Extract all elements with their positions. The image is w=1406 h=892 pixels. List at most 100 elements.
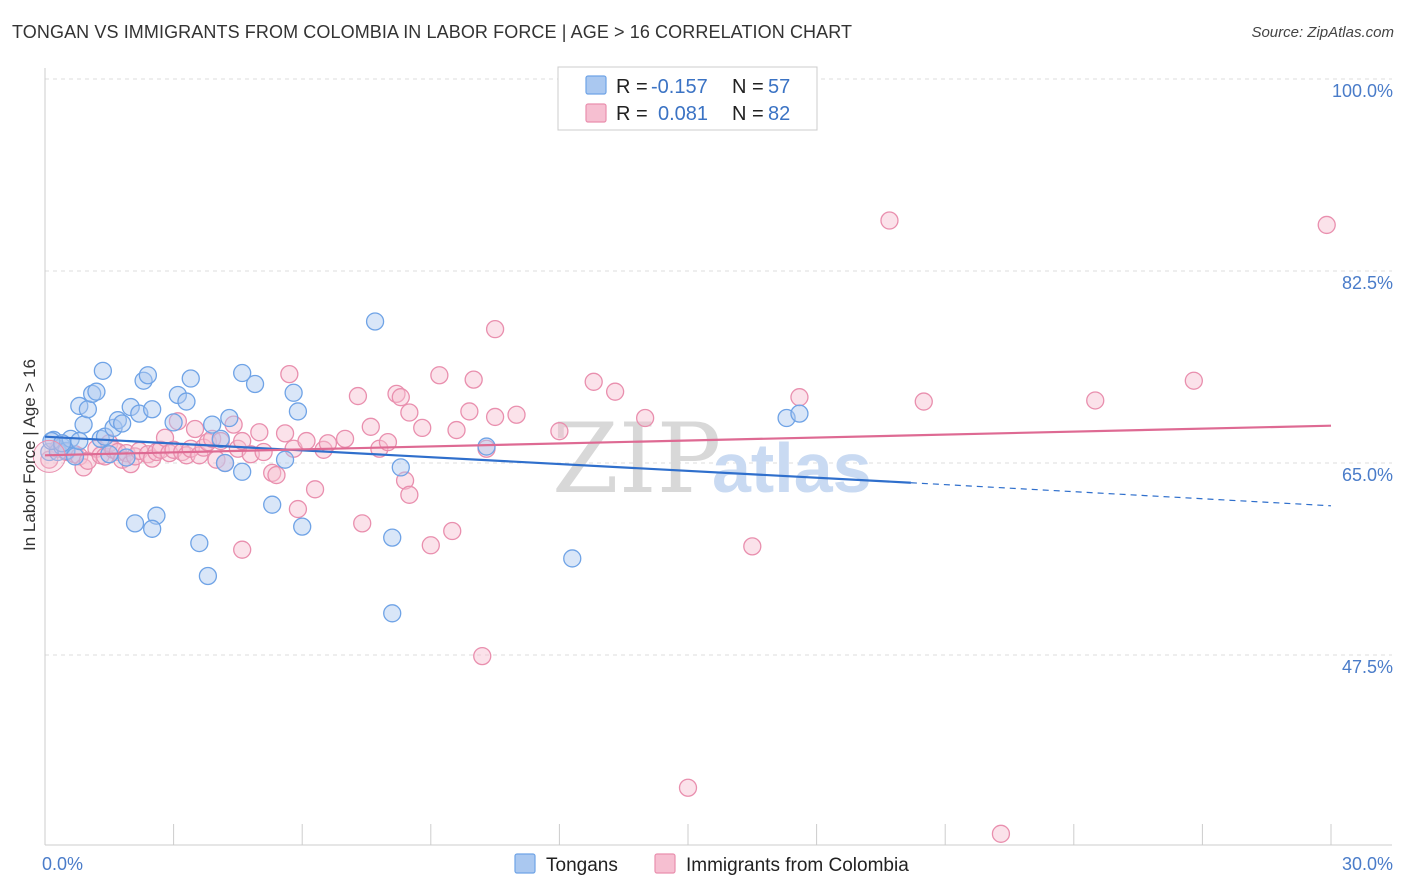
stats-legend: R = -0.157 N = 57 R = 0.081 N = 82	[557, 66, 818, 131]
point-tongans	[125, 514, 145, 533]
point-tongans	[215, 453, 235, 473]
point-tongans	[293, 517, 312, 536]
point-colombia	[400, 403, 419, 422]
legend-n-value-2: 82	[768, 103, 790, 125]
y-tick-label: 47.5%	[1342, 657, 1393, 677]
series-legend: Tongans Immigrants from Colombia	[514, 853, 909, 876]
point-tongans	[477, 437, 496, 456]
watermark-atlas: atlas	[712, 429, 872, 507]
point-colombia	[485, 319, 505, 339]
point-tongans	[138, 366, 158, 385]
point-colombia	[335, 429, 355, 449]
point-colombia	[443, 521, 462, 541]
point-tongans	[181, 369, 200, 388]
point-tongans	[70, 431, 89, 451]
point-colombia	[348, 386, 368, 406]
grid-lines	[45, 78, 1392, 656]
point-tongans	[275, 450, 295, 469]
point-colombia	[447, 420, 466, 440]
bottom-swatch-colombia	[654, 853, 676, 874]
point-colombia	[743, 537, 762, 556]
point-tongans	[198, 566, 218, 586]
legend-n-value-1: 57	[768, 76, 790, 98]
point-colombia	[880, 211, 899, 230]
point-tongans	[288, 402, 308, 421]
x-tick-label: 0.0%	[42, 854, 83, 874]
point-tongans	[117, 448, 136, 467]
point-tongans	[93, 361, 113, 380]
point-colombia	[233, 540, 252, 559]
y-axis-label: In Labor Force | Age > 16	[20, 359, 39, 551]
point-tongans	[284, 383, 303, 402]
point-colombia	[353, 514, 372, 533]
point-colombia	[185, 419, 205, 439]
point-tongans	[87, 382, 106, 401]
watermark: ZIP atlas	[552, 403, 872, 515]
point-tongans	[177, 392, 196, 411]
point-colombia	[485, 407, 505, 427]
point-colombia	[790, 388, 809, 407]
point-tongans	[563, 549, 582, 568]
point-colombia	[678, 778, 698, 797]
point-colombia	[473, 646, 492, 666]
point-colombia	[914, 392, 933, 411]
point-colombia	[464, 370, 483, 389]
bottom-legend-colombia: Immigrants from Colombia	[686, 855, 909, 876]
point-colombia	[1317, 215, 1336, 235]
legend-swatch-tongans	[585, 75, 607, 95]
legend-swatch-colombia	[585, 103, 607, 123]
trend-line-colombia	[44, 424, 1332, 457]
point-tongans	[65, 447, 85, 466]
legend-r-label-1: R =	[616, 76, 648, 98]
legend-n-label-1: N =	[732, 76, 764, 98]
point-tongans	[233, 363, 252, 383]
point-colombia	[635, 408, 655, 428]
point-colombia	[1086, 391, 1105, 410]
point-tongans	[52, 434, 72, 453]
watermark-zip: ZIP	[552, 403, 721, 515]
point-tongans	[233, 462, 252, 481]
point-tongans	[220, 408, 239, 428]
point-colombia	[550, 422, 569, 441]
point-colombia	[267, 465, 286, 485]
trend-line-tongans	[44, 435, 911, 484]
point-colombia	[421, 536, 440, 555]
axes	[44, 68, 1392, 846]
point-tongans	[143, 519, 162, 538]
point-colombia	[391, 388, 410, 407]
point-tongans	[203, 415, 222, 434]
point-colombia	[460, 402, 479, 421]
y-tick-labels: 47.5% 65.0% 82.5% 100.0%	[1332, 81, 1393, 677]
point-tongans	[383, 528, 402, 547]
point-colombia	[305, 480, 325, 499]
point-colombia	[430, 366, 449, 385]
point-tongans	[391, 458, 410, 477]
legend-n-label-2: N =	[732, 103, 764, 125]
point-tongans	[263, 495, 282, 514]
y-tick-label: 100.0%	[1332, 81, 1393, 101]
bottom-swatch-tongans	[514, 853, 536, 874]
chart-title: TONGAN VS IMMIGRANTS FROM COLOMBIA IN LA…	[12, 22, 853, 42]
point-colombia	[280, 364, 299, 384]
point-colombia	[991, 824, 1011, 843]
point-colombia	[400, 485, 419, 504]
x-tick-labels: 0.0% 30.0%	[42, 854, 1393, 874]
point-tongans	[74, 415, 93, 434]
y-tick-label: 82.5%	[1342, 273, 1393, 293]
y-tick-label: 65.0%	[1342, 465, 1393, 485]
chart-source: Source: ZipAtlas.com	[1251, 24, 1394, 41]
point-tongans	[790, 404, 809, 423]
point-tongans	[78, 400, 98, 419]
point-tongans	[365, 312, 385, 331]
legend-r-value-1: -0.157	[651, 76, 708, 98]
point-tongans	[190, 533, 209, 553]
point-colombia	[297, 431, 316, 451]
point-colombia	[250, 423, 269, 442]
point-colombia	[584, 372, 603, 391]
point-colombia	[361, 417, 380, 436]
legend-r-value-2: 0.081	[658, 103, 708, 125]
trend-line-tongans-extrapolated	[910, 482, 1332, 507]
point-colombia	[288, 499, 308, 519]
point-tongans	[143, 400, 162, 419]
